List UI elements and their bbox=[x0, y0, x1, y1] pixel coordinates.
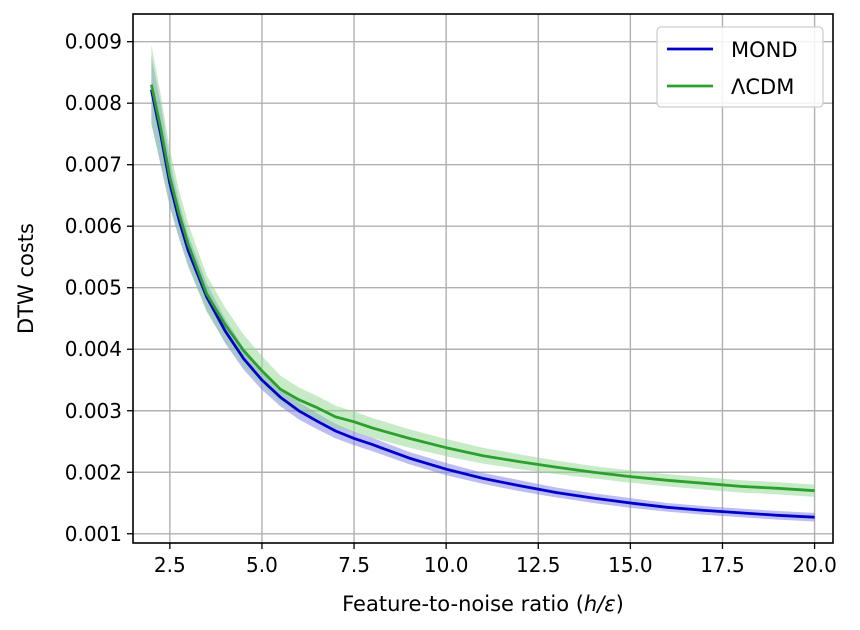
y-tick-label: 0.008 bbox=[65, 91, 122, 115]
confidence-bands bbox=[151, 44, 815, 522]
y-tick-label: 0.006 bbox=[65, 214, 122, 238]
y-axis-ticks: 0.001 0.002 0.003 0.004 0.005 0.006 0.007 0.008… bbox=[65, 30, 133, 546]
x-axis-label: Feature-to-noise ratio (h/ε) bbox=[342, 592, 624, 616]
x-tick-label: 5.0 bbox=[246, 553, 278, 577]
legend-label-lcdm: ΛCDM bbox=[731, 75, 794, 99]
x-tick-label: 2.5 bbox=[154, 553, 186, 577]
legend: MOND ΛCDM bbox=[656, 26, 824, 108]
y-tick-label: 0.009 bbox=[65, 30, 122, 54]
y-tick-label: 0.001 bbox=[65, 522, 122, 546]
x-tick-label: 10.0 bbox=[424, 553, 469, 577]
band-lcdm bbox=[151, 44, 815, 497]
x-tick-label: 17.5 bbox=[700, 553, 745, 577]
series-line-mond bbox=[150, 89, 815, 519]
x-axis-label-math: h/ε bbox=[584, 592, 616, 616]
series-line-lcdm bbox=[150, 84, 815, 493]
x-tick-label: 12.5 bbox=[516, 553, 561, 577]
y-tick-label: 0.002 bbox=[65, 460, 122, 484]
x-tick-label: 15.0 bbox=[608, 553, 653, 577]
x-axis-label-text: Feature-to-noise ratio ( bbox=[342, 592, 584, 616]
y-axis-label: DTW costs bbox=[14, 223, 38, 334]
x-axis-ticks: 2.5 5.0 7.5 10.0 12.5 15.0 17.5 20.0 bbox=[154, 543, 837, 577]
series-lines bbox=[150, 84, 815, 519]
x-axis-label-suffix: ) bbox=[616, 592, 624, 616]
x-tick-label: 20.0 bbox=[792, 553, 837, 577]
y-tick-label: 0.007 bbox=[65, 153, 122, 177]
y-tick-label: 0.003 bbox=[65, 399, 122, 423]
y-tick-label: 0.004 bbox=[65, 337, 122, 361]
y-tick-label: 0.005 bbox=[65, 276, 122, 300]
legend-label-mond: MOND bbox=[731, 38, 798, 62]
plot-frame bbox=[132, 13, 834, 544]
x-tick-label: 7.5 bbox=[338, 553, 370, 577]
